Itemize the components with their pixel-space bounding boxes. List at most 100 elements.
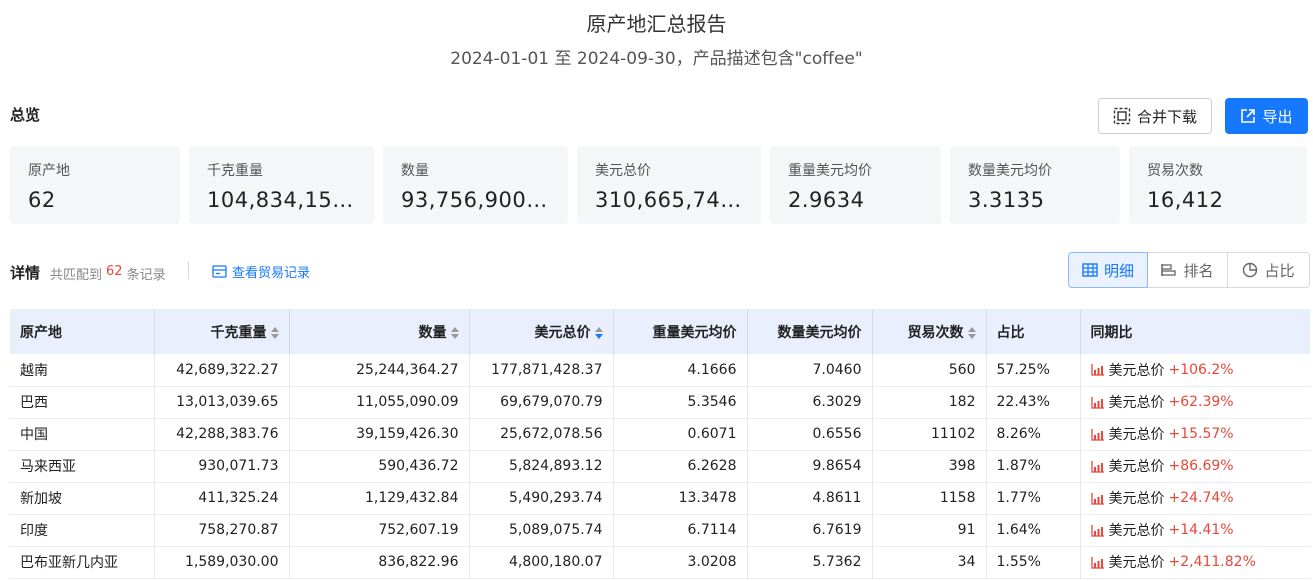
table-icon <box>1082 263 1098 277</box>
table-row[interactable]: 中国 42,288,383.76 39,159,426.30 25,672,078.5… <box>10 418 1310 451</box>
yoy-value: +14.41% <box>1168 522 1234 538</box>
table-row[interactable]: 印度 758,270.87 752,607.19 5,089,075.74 6.7114… <box>10 514 1310 547</box>
table-row[interactable]: 马来西亚 930,071.73 590,436.72 5,824,893.12 6.26… <box>10 450 1310 483</box>
trade-count-cell: 398 <box>872 450 987 483</box>
stat-value: 2.9634 <box>788 188 865 212</box>
weight-cell: 42,689,322.27 <box>154 354 290 387</box>
merge-download-button[interactable]: 合并下载 <box>1098 98 1212 134</box>
col-quantity-label: 数量 <box>418 324 447 341</box>
stat-total-usd: 美元总价 310,665,743.7 <box>577 146 761 224</box>
quantity-avg-cell: 4.8611 <box>747 482 873 515</box>
col-trade-count[interactable]: 贸易次数 <box>872 309 987 354</box>
sort-icon <box>270 326 279 339</box>
col-quantity[interactable]: 数量 <box>289 309 470 354</box>
overview-heading: 总览 <box>10 106 41 124</box>
yoy-value: +106.2% <box>1168 361 1234 378</box>
weight-avg-cell: 13.3478 <box>613 482 748 515</box>
stat-value: 93,756,900.09 <box>401 188 550 212</box>
yoy-label: 美元总价 <box>1108 523 1165 539</box>
tab-detail-label: 明细 <box>1103 261 1134 280</box>
tab-share[interactable]: 占比 <box>1228 252 1310 288</box>
origin-cell: 马来西亚 <box>10 450 155 483</box>
trade-count-cell: 560 <box>872 354 987 387</box>
share-cell: 1.55% <box>986 546 1081 579</box>
yoy-wrap: 美元总价 +62.39% <box>1090 392 1301 412</box>
stat-value: 3.3135 <box>968 188 1045 212</box>
stat-quantity: 数量 93,756,900.09 <box>383 146 568 224</box>
yoy-label: 美元总价 <box>1108 459 1165 475</box>
quantity-cell: 1,129,432.84 <box>289 482 470 515</box>
yoy-label: 美元总价 <box>1108 555 1165 571</box>
quantity-avg-cell: 7.0460 <box>747 354 873 387</box>
col-total-usd[interactable]: 美元总价 <box>469 309 614 354</box>
origin-cell: 中国 <box>10 418 155 451</box>
col-yoy: 同期比 <box>1080 309 1310 354</box>
quantity-cell: 836,822.96 <box>289 546 470 579</box>
stat-label: 千克重量 <box>207 163 263 179</box>
stat-label: 原产地 <box>28 163 70 179</box>
export-button[interactable]: 导出 <box>1225 98 1308 134</box>
trade-count-cell: 11102 <box>872 418 987 451</box>
col-weight-label: 千克重量 <box>210 324 267 341</box>
yoy-wrap: 美元总价 +106.2% <box>1090 360 1301 380</box>
view-trade-records-label: 查看贸易记录 <box>232 266 311 281</box>
view-trade-records-link[interactable]: 查看贸易记录 <box>212 262 310 281</box>
table-row[interactable]: 新加坡 411,325.24 1,129,432.84 5,490,293.74 13.… <box>10 482 1310 515</box>
col-weight-avg: 重量美元均价 <box>613 309 748 354</box>
share-cell: 22.43% <box>986 386 1081 419</box>
total-usd-cell: 5,824,893.12 <box>469 450 614 483</box>
stat-trade-count: 贸易次数 16,412 <box>1129 146 1307 224</box>
quantity-avg-cell: 6.7619 <box>747 514 873 547</box>
yoy-value: +15.57% <box>1168 426 1234 442</box>
tab-ranking[interactable]: 排名 <box>1148 252 1228 288</box>
weight-avg-cell: 4.1666 <box>613 354 748 387</box>
yoy-cell: 美元总价 +15.57% <box>1080 418 1310 451</box>
stat-value: 62 <box>28 188 56 212</box>
weight-avg-cell: 5.3546 <box>613 386 748 419</box>
col-origin-label: 原产地 <box>20 324 62 341</box>
yoy-cell: 美元总价 +2,411.82% <box>1080 546 1310 579</box>
weight-avg-cell: 6.2628 <box>613 450 748 483</box>
table-row[interactable]: 巴西 13,013,039.65 11,055,090.09 69,679,070.7… <box>10 386 1310 419</box>
weight-avg-cell: 6.7114 <box>613 514 748 547</box>
divider <box>188 262 189 279</box>
yoy-label: 美元总价 <box>1108 395 1165 411</box>
stat-weight-avg-usd: 重量美元均价 2.9634 <box>770 146 941 224</box>
yoy-cell: 美元总价 +86.69% <box>1080 450 1310 483</box>
stat-origin-count: 原产地 62 <box>10 146 180 224</box>
col-quantity-avg-label: 数量美元均价 <box>777 324 862 341</box>
table-row[interactable]: 越南 42,689,322.27 25,244,364.27 177,871,428.… <box>10 354 1310 387</box>
quantity-avg-cell: 5.7362 <box>747 546 873 579</box>
share-cell: 8.26% <box>986 418 1081 451</box>
merge-download-label: 合并下载 <box>1136 107 1197 126</box>
share-cell: 1.87% <box>986 450 1081 483</box>
quantity-cell: 590,436.72 <box>289 450 470 483</box>
yoy-wrap: 美元总价 +2,411.82% <box>1090 552 1301 572</box>
trend-chart-icon <box>1090 364 1104 376</box>
origin-table: 原产地 千克重量 数量 美元总价 重量美元均价 数量美元均价 贸易次数 占比 同… <box>10 309 1310 579</box>
quantity-cell: 752,607.19 <box>289 514 470 547</box>
total-usd-cell: 5,089,075.74 <box>469 514 614 547</box>
col-trade-count-label: 贸易次数 <box>907 324 964 341</box>
yoy-value: +86.69% <box>1168 458 1234 474</box>
trade-count-cell: 91 <box>872 514 987 547</box>
table-header-row: 原产地 千克重量 数量 美元总价 重量美元均价 数量美元均价 贸易次数 占比 同… <box>10 309 1310 354</box>
trade-count-cell: 1158 <box>872 482 987 515</box>
tab-ranking-label: 排名 <box>1183 261 1214 280</box>
ranking-icon <box>1161 264 1177 276</box>
stat-quantity-avg-usd: 数量美元均价 3.3135 <box>950 146 1120 224</box>
stat-value: 16,412 <box>1147 188 1224 212</box>
tab-detail[interactable]: 明细 <box>1068 252 1148 288</box>
sort-icon <box>967 326 976 339</box>
yoy-cell: 美元总价 +106.2% <box>1080 354 1310 387</box>
stat-label: 数量美元均价 <box>968 163 1052 179</box>
col-origin: 原产地 <box>10 309 155 354</box>
match-count: 62 <box>106 264 123 279</box>
yoy-cell: 美元总价 +24.74% <box>1080 482 1310 515</box>
col-weight[interactable]: 千克重量 <box>154 309 290 354</box>
table-row[interactable]: 巴布亚新几内亚 1,589,030.00 836,822.96 4,800,180.0… <box>10 546 1310 579</box>
match-suffix: 条记录 <box>126 268 166 283</box>
stat-label: 重量美元均价 <box>788 163 872 179</box>
weight-cell: 930,071.73 <box>154 450 290 483</box>
report-subtitle: 2024-01-01 至 2024-09-30，产品描述包含"coffee" <box>450 49 863 69</box>
